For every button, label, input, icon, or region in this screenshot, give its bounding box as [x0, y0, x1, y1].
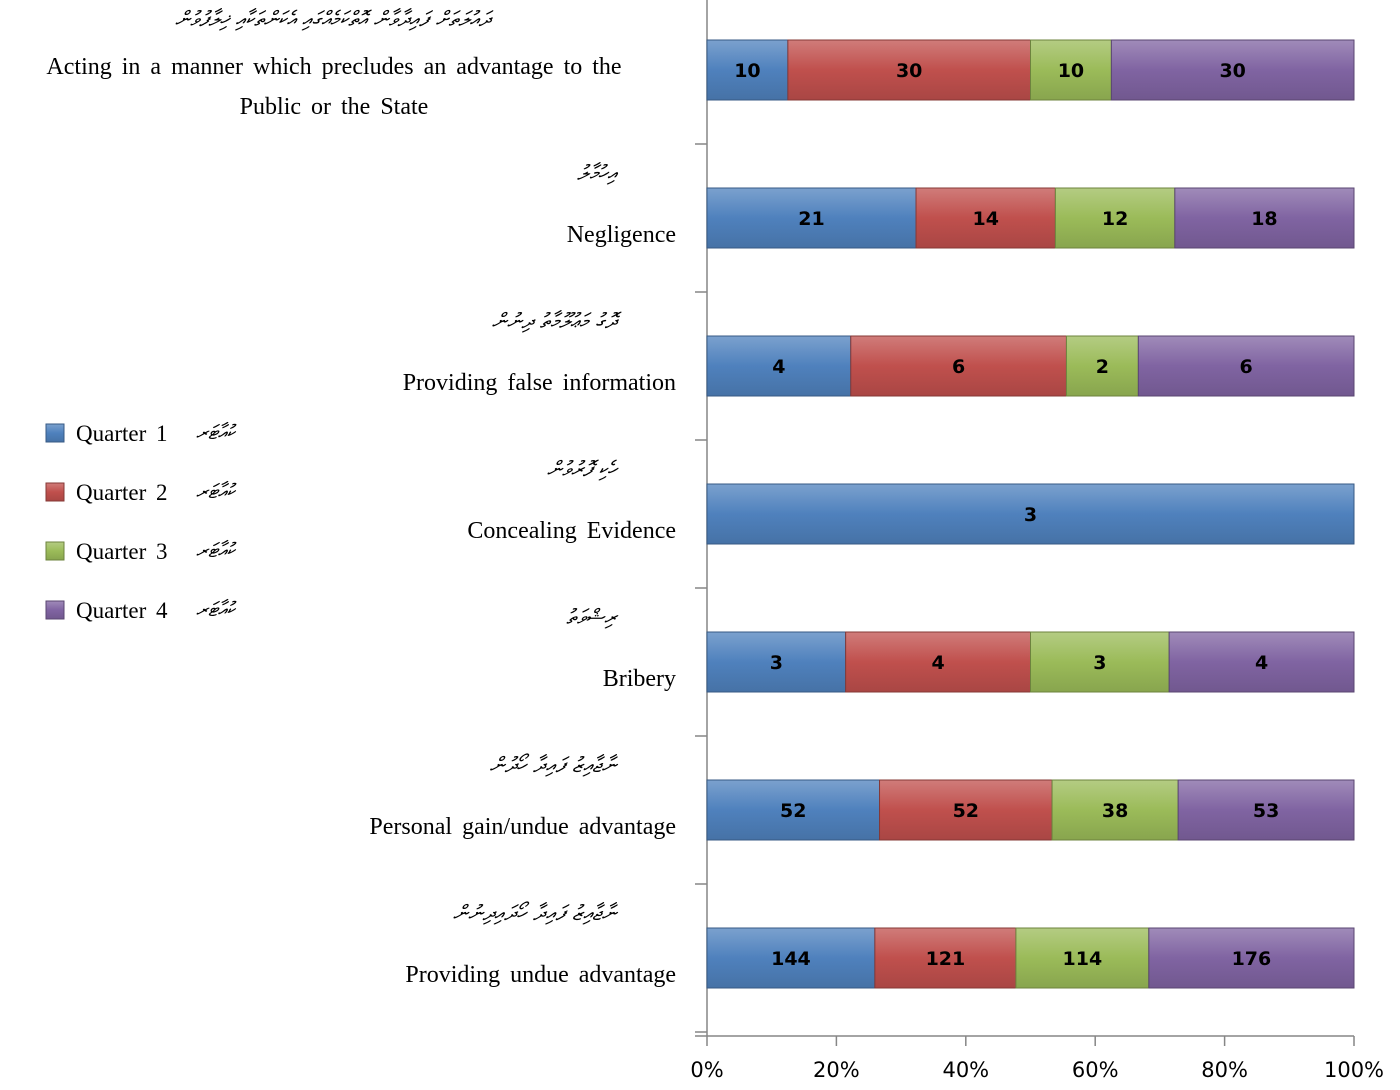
x-tick-label: 60% — [1072, 1058, 1119, 1082]
category-label: Providing undue advantage — [405, 962, 676, 988]
legend-label-dv: ކުއާޓަރ — [196, 597, 237, 621]
bar-value-label: 121 — [926, 948, 966, 970]
bar-value-label: 3 — [770, 652, 783, 674]
legend-label-dv: ކުއާޓަރ — [196, 479, 237, 503]
bar-value-label: 10 — [734, 60, 760, 82]
category-label: Personal gain/undue advantage — [369, 814, 676, 840]
x-tick-label: 100% — [1324, 1058, 1384, 1082]
bar-value-label: 38 — [1102, 800, 1128, 822]
category-label: Concealing Evidence — [467, 518, 676, 544]
bar-value-label: 21 — [798, 208, 824, 230]
bar-value-label: 52 — [953, 800, 979, 822]
legend-swatch — [45, 482, 65, 502]
bar-segment — [706, 335, 852, 397]
legend-swatch — [45, 423, 65, 443]
bar-value-label: 6 — [1240, 356, 1253, 378]
category-label-dv: ހެކި ފޮރުވުން — [547, 457, 619, 481]
legend-label: Quarter 1 — [76, 421, 168, 446]
bar-value-label: 53 — [1253, 800, 1279, 822]
bar-value-label: 14 — [972, 208, 998, 230]
legend-label-dv: ކުއާޓަރ — [196, 538, 237, 562]
category-label: Bribery — [603, 666, 676, 692]
bar-segment — [879, 779, 1053, 841]
bar-segment — [1174, 187, 1355, 249]
legend-swatch — [45, 600, 65, 620]
bar-segment — [1177, 779, 1355, 841]
bar-value-label: 4 — [1255, 652, 1268, 674]
bar-segment — [1168, 631, 1355, 693]
bar-segment — [874, 927, 1017, 989]
bar-segment — [706, 483, 1355, 545]
bar-value-label: 4 — [931, 652, 944, 674]
x-tick-label: 0% — [690, 1058, 723, 1082]
bar-value-label: 114 — [1063, 948, 1103, 970]
bar-value-label: 10 — [1058, 60, 1084, 82]
bar-segment — [1148, 927, 1355, 989]
category-label: Providing false information — [403, 370, 676, 396]
bar-value-label: 6 — [952, 356, 965, 378]
bar-segment — [1051, 779, 1179, 841]
bar-segment — [1030, 39, 1112, 101]
x-tick-label: 40% — [942, 1058, 989, 1082]
category-label: Public or the State — [240, 94, 429, 120]
bar-value-label: 3 — [1024, 504, 1037, 526]
category-label: Negligence — [567, 222, 676, 248]
bar-value-label: 52 — [780, 800, 806, 822]
category-label-dv: ނާޖާއިޒު ފައިދާ ހޯދައިދިނުން — [453, 901, 619, 925]
bar-value-label: 12 — [1102, 208, 1128, 230]
bar-value-label: 4 — [772, 356, 785, 378]
category-label-dv: ރިޝްވަތު — [566, 605, 619, 629]
bar-value-label: 3 — [1093, 652, 1106, 674]
bar-segment — [706, 39, 789, 101]
legend-label: Quarter 4 — [76, 598, 168, 623]
bar-segment — [1015, 927, 1150, 989]
bar-value-label: 144 — [771, 948, 811, 970]
legend-label: Quarter 2 — [76, 480, 168, 505]
legend: Quarter 1 ކުއާޓަރ Quarter 2 ކުއާޓަރ Quarter … — [45, 420, 237, 623]
bar-value-label: 2 — [1096, 356, 1109, 378]
bar-segment — [706, 779, 881, 841]
x-tick-label: 80% — [1201, 1058, 1248, 1082]
x-tick-label: 20% — [813, 1058, 860, 1082]
legend-label-dv: ކުއާޓަރ — [196, 420, 237, 444]
legend-label: Quarter 3 — [76, 539, 168, 564]
legend-swatch — [45, 541, 65, 561]
bar-segment — [850, 335, 1067, 397]
bar-segment — [845, 631, 1032, 693]
bar-value-label: 30 — [896, 60, 922, 82]
bar-segment — [1110, 39, 1355, 101]
bar-segment — [1065, 335, 1139, 397]
category-label-dv: އިހުމާލު — [577, 161, 618, 185]
category-label: Acting in a manner which precludes an ad… — [46, 54, 621, 80]
bar-segment — [706, 187, 917, 249]
bar-value-label: 30 — [1219, 60, 1245, 82]
bar-value-label: 18 — [1251, 208, 1277, 230]
bar-segment — [1054, 187, 1176, 249]
bar-segment — [1137, 335, 1355, 397]
bar-value-label: 176 — [1232, 948, 1272, 970]
category-label-dv: ނާޖާއިޒު ފައިދާ ހޯދުން — [490, 753, 619, 777]
category-label-dv: ދައުލަތަށް ފައިދާވާން އޮތްކަމެއްގައި އެކ… — [175, 7, 494, 31]
category-label-dv: ދޮގު މަޢުލޫމާތު ދިނުން — [492, 309, 622, 333]
bar-segment — [915, 187, 1056, 249]
bar-segment — [706, 631, 847, 693]
